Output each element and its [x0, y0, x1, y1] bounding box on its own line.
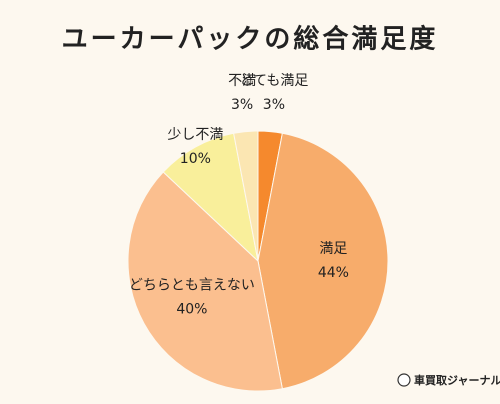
- slice-value-label: 40%: [176, 301, 207, 317]
- slice-value-label: 44%: [318, 265, 349, 281]
- slice-label: とても満足: [239, 73, 308, 89]
- chart-title: ユーカーパックの総合満足度: [62, 24, 439, 55]
- slice-label: 少し不満: [167, 127, 223, 143]
- brand-icon: [397, 373, 411, 387]
- brand-text: 車買取ジャーナル: [414, 373, 500, 387]
- pie-slice: [162, 132, 259, 263]
- brand-logo: 車買取ジャーナル: [397, 373, 500, 387]
- pie-slice: [127, 171, 283, 392]
- slice-value-label: 3%: [263, 97, 285, 113]
- slice-label: 満足: [319, 241, 347, 257]
- pie-slice: [257, 132, 389, 390]
- pie-slice: [233, 130, 259, 262]
- slice-value-label: 3%: [231, 97, 253, 113]
- slice-label: どちらとも言えない: [129, 277, 255, 293]
- slice-label: 不満: [228, 73, 256, 89]
- slice-value-label: 10%: [180, 151, 211, 167]
